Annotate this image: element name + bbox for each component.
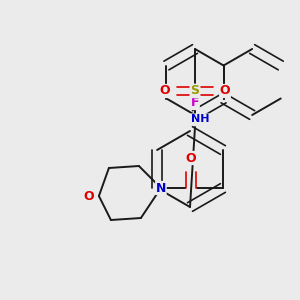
Text: O: O	[220, 85, 230, 98]
Text: NH: NH	[191, 114, 209, 124]
Text: S: S	[190, 85, 200, 98]
Text: F: F	[191, 97, 199, 110]
Text: O: O	[160, 85, 170, 98]
Text: O: O	[84, 190, 94, 202]
Text: O: O	[186, 152, 196, 164]
Text: N: N	[156, 182, 166, 194]
